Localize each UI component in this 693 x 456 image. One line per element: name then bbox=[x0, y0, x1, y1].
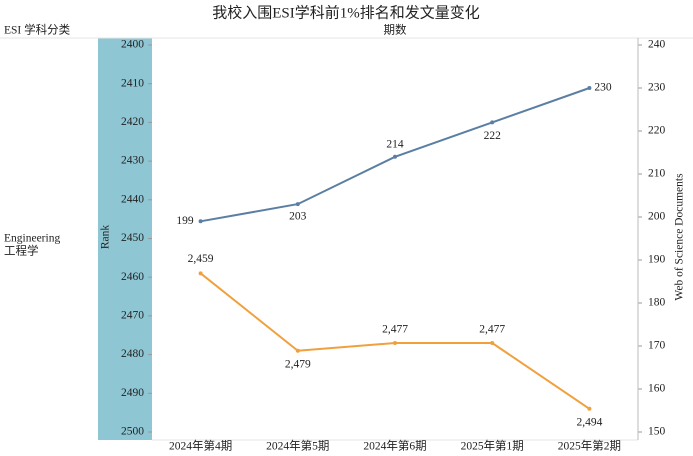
x-tick-label: 2024年第6期 bbox=[363, 439, 426, 453]
point bbox=[393, 154, 397, 159]
point bbox=[295, 348, 300, 353]
x-tick-label: 2025年第2期 bbox=[558, 439, 621, 453]
row-header: ESI 学科分类 bbox=[4, 23, 71, 37]
data-label: 199 bbox=[176, 215, 194, 227]
row-label: 工程学 bbox=[4, 244, 39, 258]
data-label: 2,459 bbox=[188, 253, 214, 265]
data-label: 230 bbox=[594, 82, 612, 94]
point bbox=[490, 120, 495, 125]
y2-tick-label: 160 bbox=[648, 383, 666, 395]
x-tick-label: 2025年第1期 bbox=[461, 439, 524, 453]
y2-tick-label: 200 bbox=[648, 211, 666, 223]
y2-tick-label: 230 bbox=[648, 82, 666, 94]
y2-tick-label: 210 bbox=[648, 168, 666, 180]
point bbox=[587, 86, 592, 90]
data-label: 222 bbox=[484, 130, 502, 142]
x-tick-label: 2024年第5期 bbox=[266, 439, 329, 453]
y-tick-label: 2440 bbox=[121, 193, 144, 205]
point bbox=[587, 406, 592, 411]
y2-tick-label: 240 bbox=[648, 39, 666, 51]
y-tick-label: 2460 bbox=[121, 271, 144, 283]
point bbox=[295, 202, 300, 207]
y2-tick-label: 190 bbox=[648, 254, 666, 266]
point bbox=[198, 219, 203, 224]
y2-tick-label: 220 bbox=[648, 125, 666, 137]
data-label: 2,477 bbox=[479, 324, 505, 336]
y-tick-label: 2490 bbox=[121, 387, 144, 399]
series-line bbox=[200, 87, 590, 223]
y-tick-label: 2400 bbox=[121, 39, 144, 51]
rank-axis-band bbox=[98, 38, 152, 440]
y2-tick-label: 180 bbox=[648, 297, 666, 309]
data-label: 203 bbox=[289, 211, 307, 223]
y-tick-label: 2430 bbox=[121, 155, 144, 167]
y-tick-label: 2480 bbox=[121, 348, 144, 360]
data-label: 2,494 bbox=[576, 416, 602, 428]
y-axis-title: Rank bbox=[100, 225, 112, 250]
column-header: 期数 bbox=[384, 23, 407, 37]
point bbox=[393, 340, 397, 345]
y-tick-label: 2420 bbox=[121, 116, 144, 128]
data-label: 2,477 bbox=[382, 324, 408, 336]
x-tick-label: 2024年第4期 bbox=[169, 439, 232, 453]
y-tick-label: 2470 bbox=[121, 310, 144, 322]
data-label: 214 bbox=[386, 138, 404, 150]
y-tick-label: 2450 bbox=[121, 232, 144, 244]
y-tick-label: 2410 bbox=[121, 77, 144, 89]
y-tick-label: 2500 bbox=[121, 426, 144, 438]
y2-axis-title: Web of Science Documents bbox=[674, 173, 686, 301]
chart-title: 我校入围ESI学科前1%排名和发文量变化 bbox=[212, 4, 480, 21]
point bbox=[198, 271, 203, 276]
y2-tick-label: 170 bbox=[648, 340, 666, 352]
y2-tick-label: 150 bbox=[648, 426, 666, 438]
data-label: 2,479 bbox=[285, 358, 311, 370]
row-label: Engineering bbox=[4, 233, 60, 245]
point bbox=[490, 340, 495, 345]
